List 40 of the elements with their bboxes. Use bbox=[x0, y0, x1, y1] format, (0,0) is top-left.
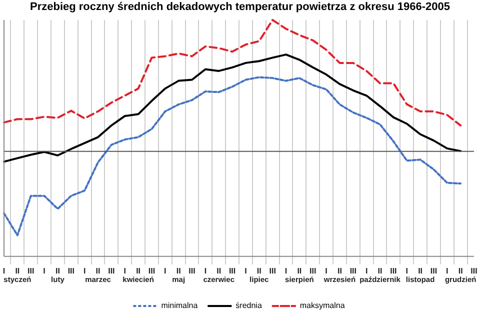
x-tick-label: III bbox=[148, 266, 156, 276]
x-tick-label: II bbox=[378, 266, 382, 276]
x-tick-label: II bbox=[96, 266, 100, 276]
x-tick-label: III bbox=[390, 266, 397, 276]
x-tick-label: III bbox=[188, 266, 196, 276]
x-tick-label: II bbox=[256, 266, 262, 276]
x-tick-label: II bbox=[55, 266, 60, 276]
x-tick-label: I bbox=[365, 266, 368, 276]
x-tick-label: I bbox=[325, 266, 328, 276]
x-tick-label: I bbox=[204, 266, 207, 276]
x-tick-label: II bbox=[337, 266, 342, 276]
x-tick-label: III bbox=[430, 266, 438, 276]
x-tick-label: III bbox=[269, 266, 276, 276]
legend-label: minimalna bbox=[161, 301, 198, 310]
x-tick-label: I bbox=[83, 266, 86, 276]
x-tick-label: II bbox=[297, 266, 302, 276]
x-tick-label: III bbox=[350, 266, 356, 276]
x-tick-label: III bbox=[68, 266, 74, 276]
x-tick-label: II bbox=[176, 266, 181, 276]
x-tick-label: II bbox=[458, 266, 463, 276]
x-tick-label: I bbox=[43, 266, 46, 276]
x-tick-label: III bbox=[470, 266, 478, 276]
x-tick-label: II bbox=[418, 266, 423, 276]
x-tick-label: I bbox=[284, 266, 288, 276]
x-tick-label: I bbox=[2, 266, 6, 276]
x-tick-label: III bbox=[310, 266, 316, 276]
x-tick-label: III bbox=[28, 266, 34, 276]
x-tick-label: I bbox=[164, 266, 166, 276]
x-tick-label: I bbox=[244, 266, 247, 276]
x-tick-label: I bbox=[124, 266, 126, 276]
x-tick-label: II bbox=[15, 266, 20, 276]
x-tick-label: III bbox=[228, 266, 236, 276]
legend-label: średnia bbox=[236, 301, 262, 310]
x-tick-label: I bbox=[406, 266, 408, 276]
x-tick-label: III bbox=[108, 266, 115, 276]
legend-label: maksymalna bbox=[300, 301, 346, 310]
x-tick-label: II bbox=[136, 266, 141, 276]
x-tick-label: II bbox=[216, 266, 222, 276]
x-tick-label: I bbox=[446, 266, 448, 276]
chart-title: Przebieg roczny średnich dekadowych temperatur powietrza z okresu 1966-2005 bbox=[29, 0, 451, 15]
